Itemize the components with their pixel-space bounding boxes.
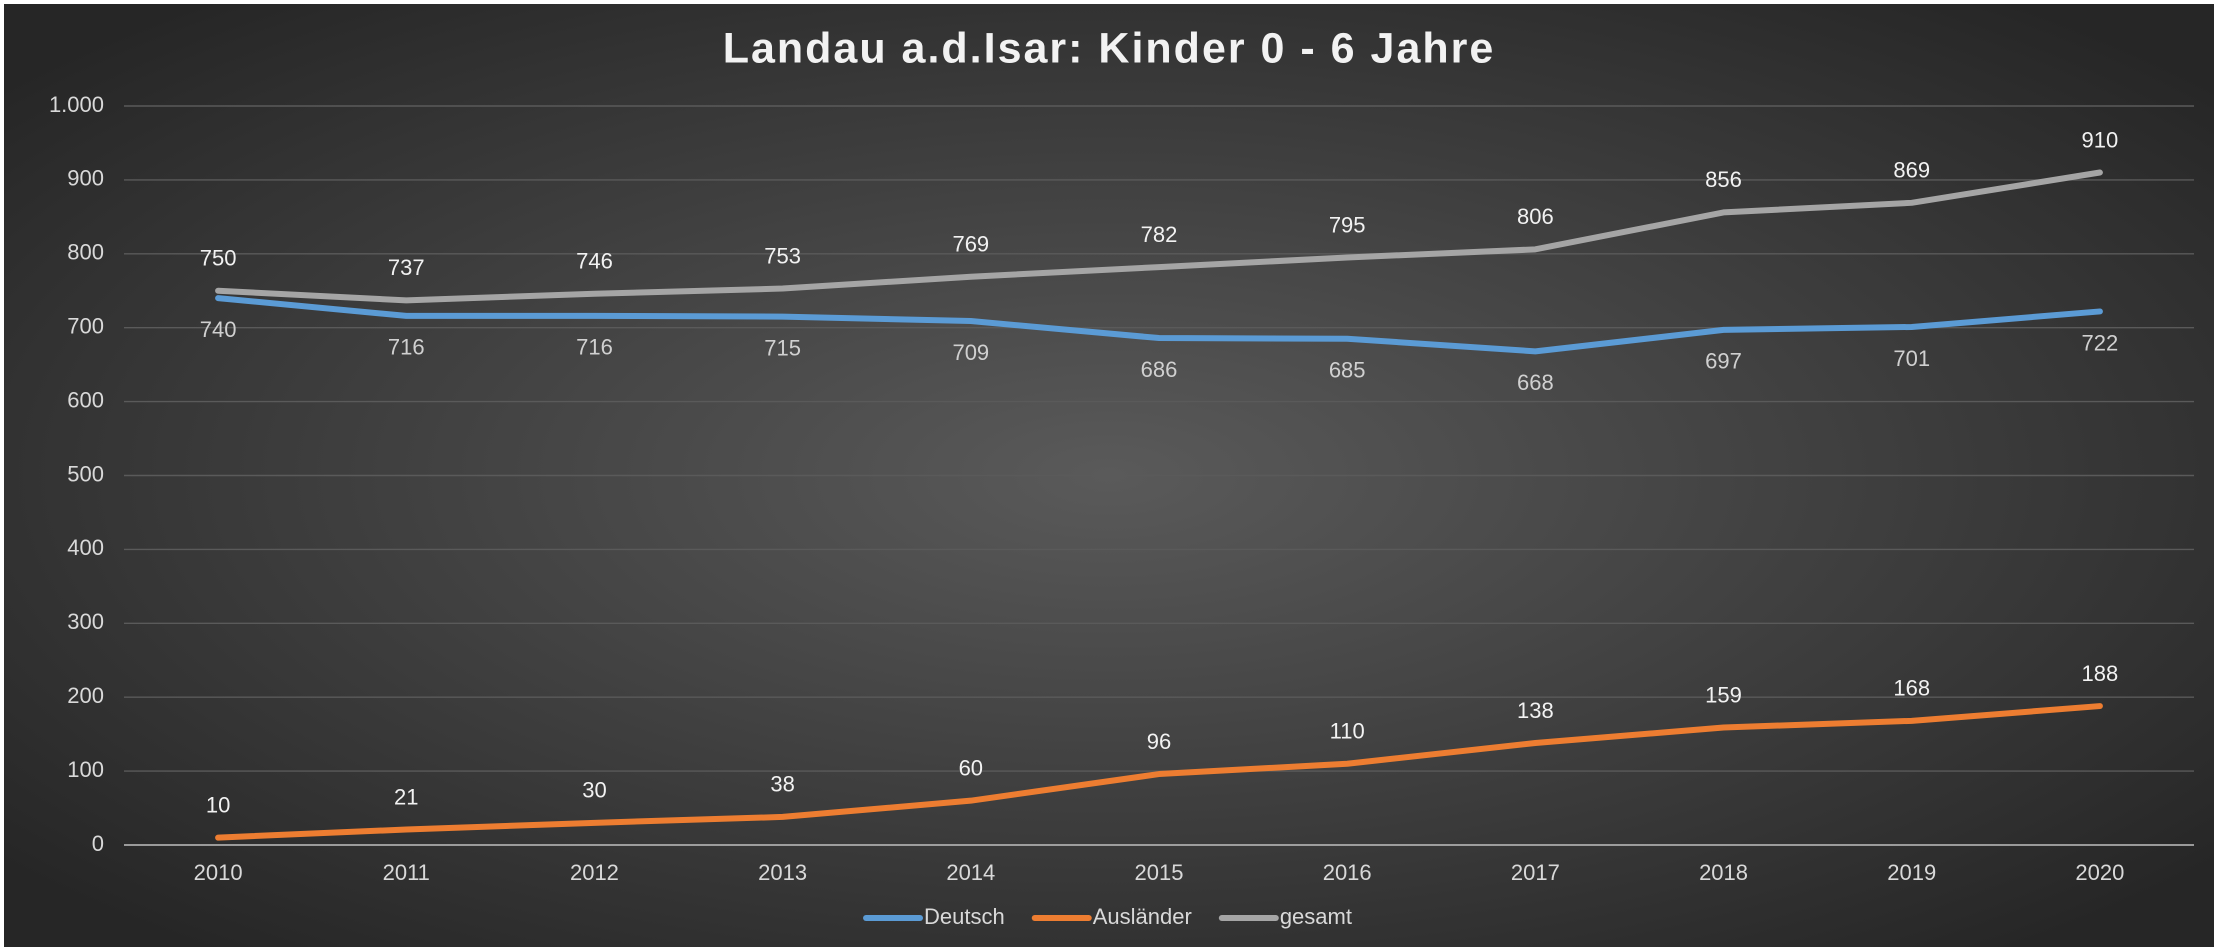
data-label: 716 <box>388 335 425 360</box>
chart-title: Landau a.d.Isar: Kinder 0 - 6 Jahre <box>723 24 1496 72</box>
data-label: 96 <box>1147 729 1171 754</box>
y-tick-label: 0 <box>92 831 104 856</box>
y-tick-label: 800 <box>67 240 104 265</box>
data-label: 686 <box>1141 357 1178 382</box>
data-label: 38 <box>770 772 794 797</box>
x-tick-label: 2014 <box>946 860 995 885</box>
x-tick-label: 2017 <box>1511 860 1560 885</box>
y-tick-label: 100 <box>67 757 104 782</box>
data-label: 701 <box>1893 346 1930 371</box>
line-series <box>215 295 2103 355</box>
data-label: 746 <box>576 249 613 274</box>
x-tick-label: 2019 <box>1887 860 1936 885</box>
data-label: 188 <box>2082 661 2119 686</box>
y-tick-label: 200 <box>67 683 104 708</box>
line-series <box>215 169 2103 304</box>
data-label: 10 <box>206 792 230 817</box>
data-label: 60 <box>959 755 983 780</box>
data-label: 716 <box>576 335 613 360</box>
y-tick-label: 1.000 <box>49 92 104 117</box>
data-label: 737 <box>388 255 425 280</box>
x-tick-label: 2015 <box>1135 860 1184 885</box>
y-tick-label: 400 <box>67 535 104 560</box>
data-label: 740 <box>200 317 237 342</box>
x-tick-label: 2011 <box>383 860 430 885</box>
data-label: 856 <box>1705 167 1742 192</box>
x-tick-label: 2012 <box>570 860 619 885</box>
x-tick-label: 2016 <box>1323 860 1372 885</box>
x-tick-label: 2020 <box>2075 860 2124 885</box>
x-tick-label: 2010 <box>194 860 243 885</box>
data-label: 21 <box>394 784 418 809</box>
data-label: 668 <box>1517 370 1554 395</box>
data-label: 806 <box>1517 204 1554 229</box>
data-label: 715 <box>764 335 801 360</box>
data-label: 110 <box>1330 719 1365 744</box>
x-tick-label: 2013 <box>758 860 807 885</box>
data-label: 782 <box>1141 222 1178 247</box>
data-label: 769 <box>952 232 989 257</box>
y-tick-label: 500 <box>67 461 104 486</box>
data-label: 168 <box>1893 676 1930 701</box>
data-label: 750 <box>200 246 237 271</box>
legend-label: gesamt <box>1280 904 1352 929</box>
data-label: 138 <box>1517 698 1554 723</box>
data-label: 869 <box>1893 158 1930 183</box>
data-label: 697 <box>1705 349 1742 374</box>
data-label: 709 <box>952 340 989 365</box>
legend-label: Deutsch <box>924 904 1005 929</box>
data-label: 30 <box>582 778 606 803</box>
data-label: 753 <box>764 243 801 268</box>
y-tick-label: 300 <box>67 609 104 634</box>
data-label: 159 <box>1705 682 1742 707</box>
x-tick-label: 2018 <box>1699 860 1748 885</box>
data-label: 722 <box>2082 330 2119 355</box>
y-tick-label: 600 <box>67 387 104 412</box>
data-label: 685 <box>1329 358 1366 383</box>
legend-label: Ausländer <box>1093 904 1192 929</box>
line-series <box>215 703 2103 841</box>
y-tick-label: 700 <box>67 314 104 339</box>
data-label: 910 <box>2082 127 2119 152</box>
y-tick-label: 900 <box>67 166 104 191</box>
data-label: 795 <box>1329 212 1366 237</box>
